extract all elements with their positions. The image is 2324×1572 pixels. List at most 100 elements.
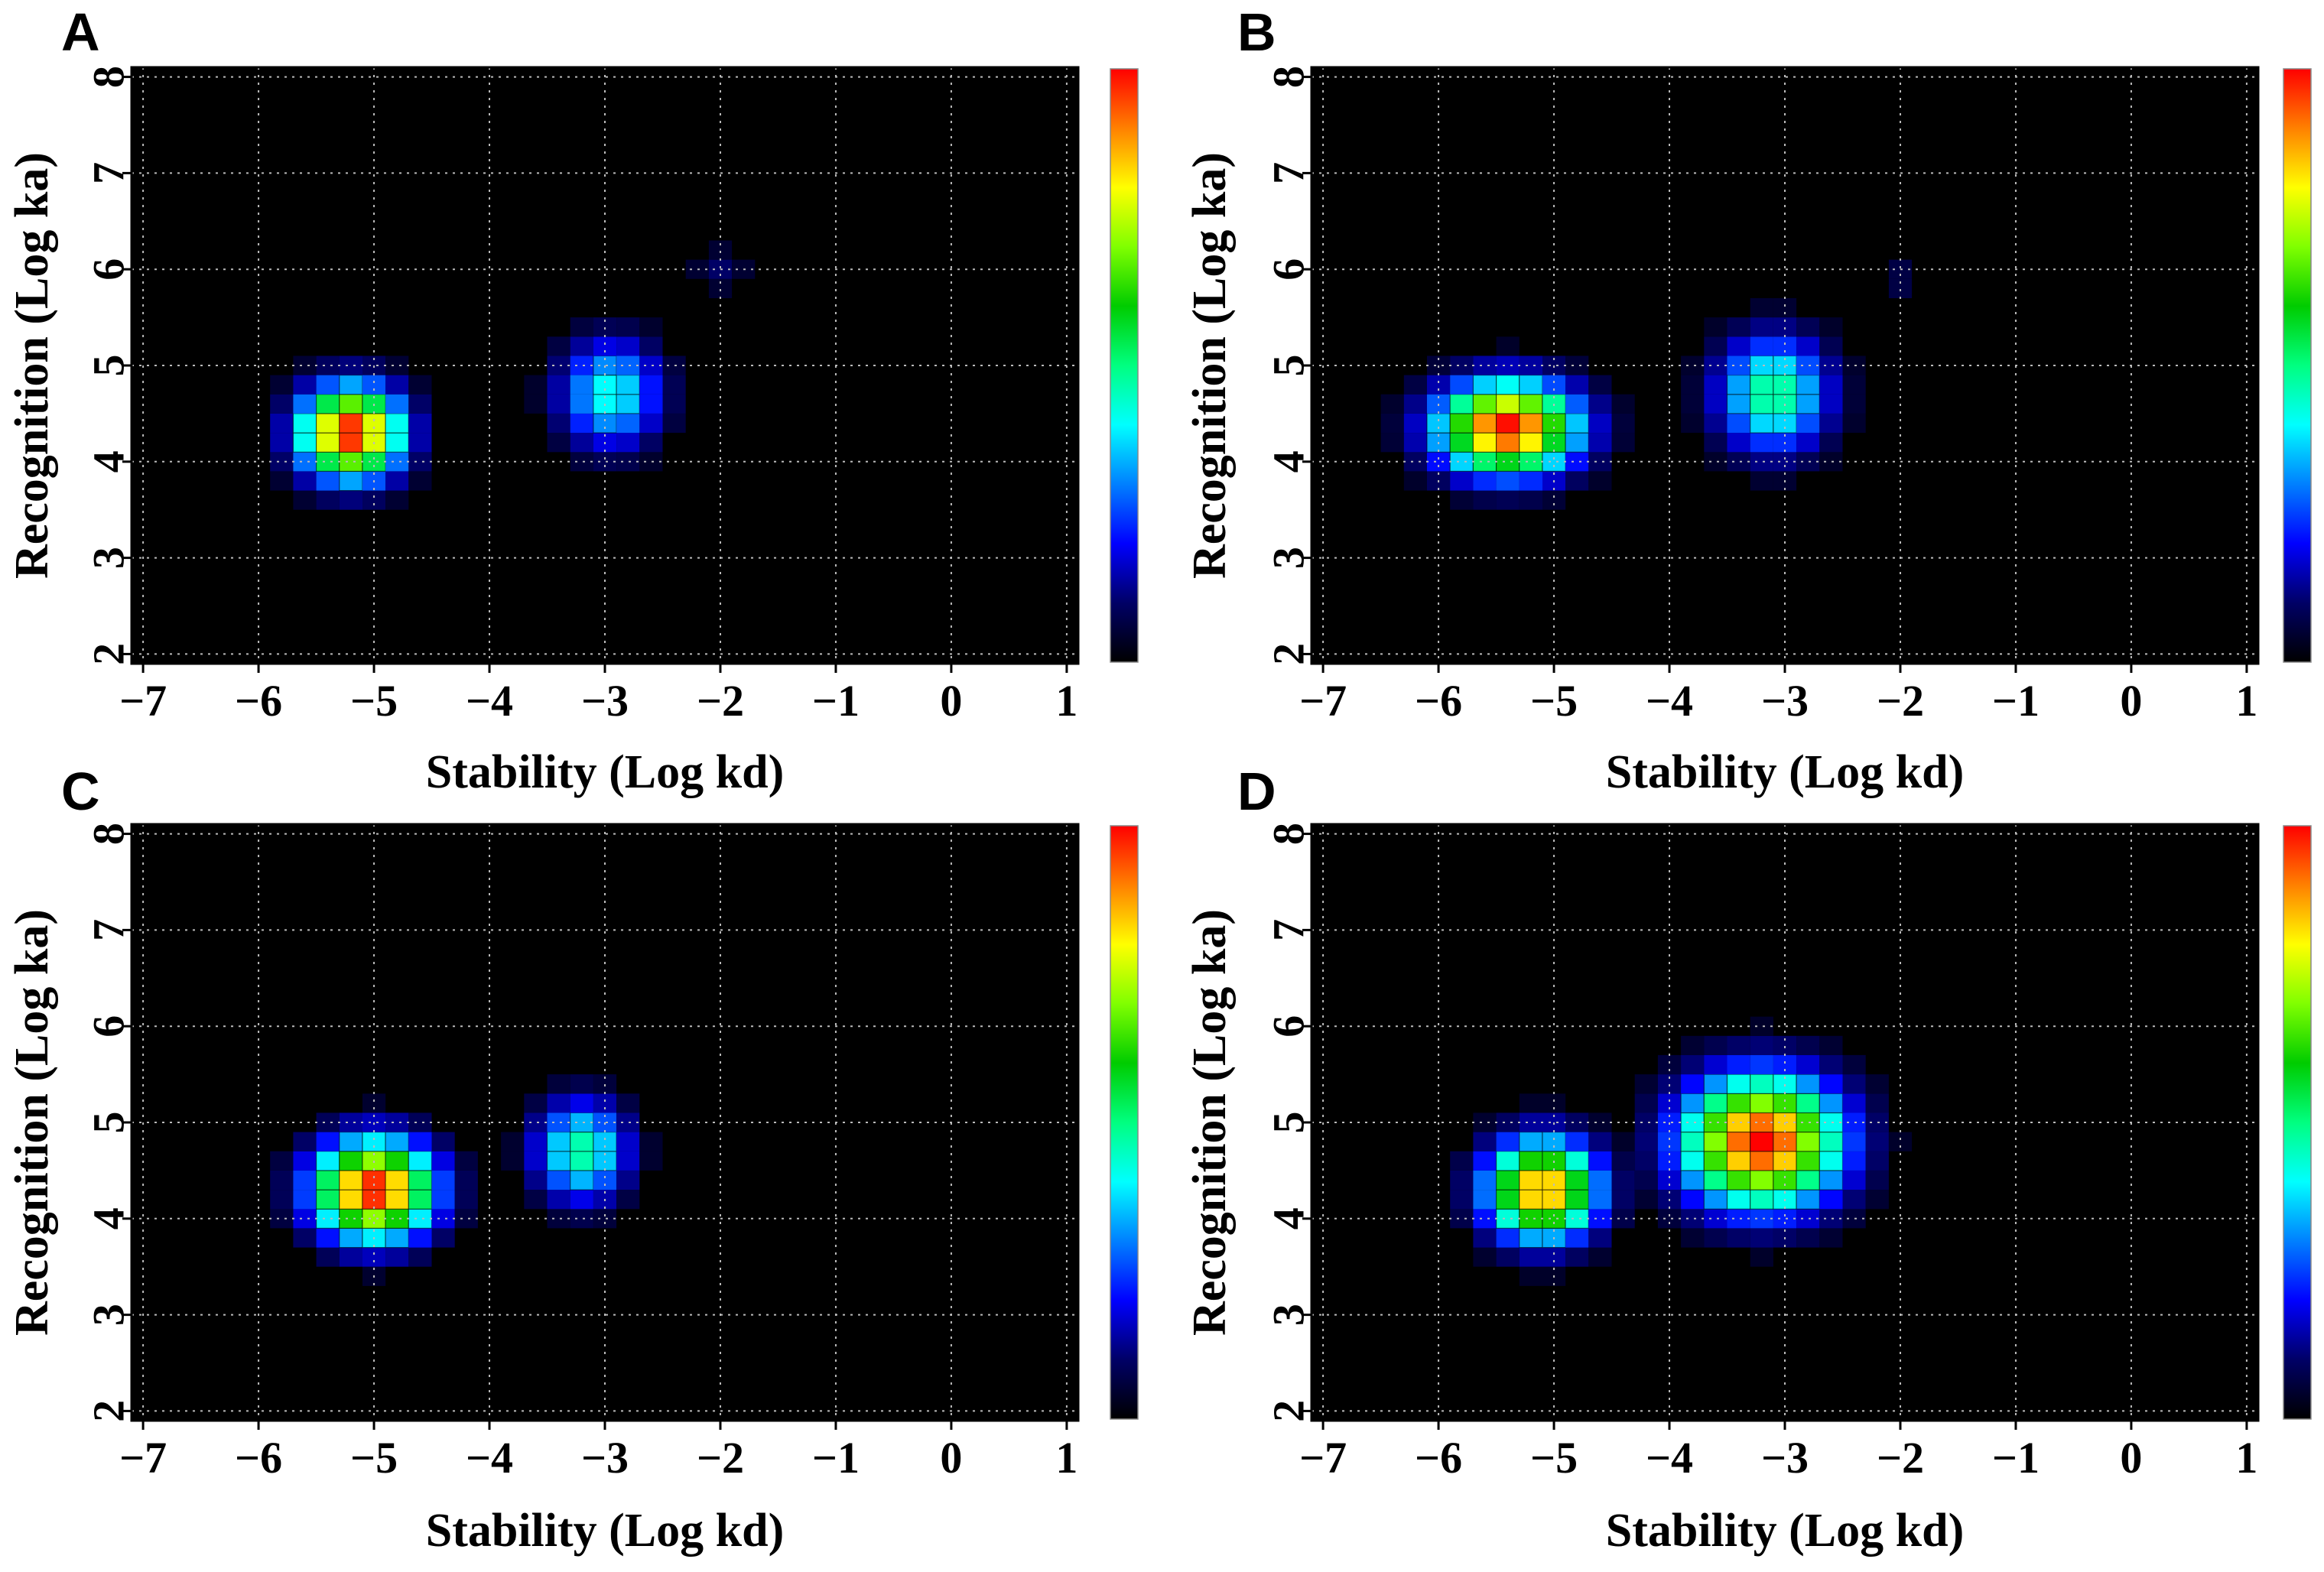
- x-tick-label: −3: [581, 1433, 629, 1483]
- heatmap-bin: [501, 1151, 525, 1171]
- heatmap-bin: [1496, 1132, 1520, 1151]
- heatmap-bin: [570, 1209, 593, 1229]
- heatmap-bin: [293, 1132, 317, 1151]
- heatmap-bin: [1773, 1170, 1797, 1190]
- heatmap-bin: [1680, 1151, 1705, 1171]
- heatmap-bin: [1842, 356, 1866, 375]
- heatmap-bin: [1657, 1170, 1682, 1190]
- heatmap-bin: [1427, 452, 1451, 472]
- heatmap-bin: [316, 1208, 340, 1229]
- heatmap-bin: [1542, 413, 1566, 434]
- heatmap-bin: [1842, 413, 1866, 434]
- heatmap-bin: [1773, 375, 1797, 395]
- x-axis-title: Stability (Log kd): [1606, 1505, 1965, 1557]
- heatmap-bin: [570, 452, 593, 472]
- heatmap-bin: [339, 432, 363, 453]
- heatmap-bin: [1657, 1093, 1682, 1113]
- heatmap-bin: [1472, 413, 1497, 434]
- heatmap-bin: [1473, 1190, 1497, 1210]
- heatmap-bin: [408, 1151, 433, 1171]
- heatmap-bins: [1450, 1016, 1913, 1286]
- heatmap-bin: [316, 451, 340, 473]
- heatmap-bin: [1865, 1170, 1889, 1190]
- heatmap-bin: [1704, 356, 1728, 375]
- heatmap-bin: [1611, 433, 1635, 453]
- heatmap-bin: [1819, 1170, 1844, 1190]
- y-tick-label: 8: [1264, 823, 1314, 845]
- x-axis-title: Stability (Log kd): [1606, 746, 1965, 798]
- heatmap-bin: [408, 1247, 432, 1267]
- heatmap-bin: [1704, 394, 1728, 414]
- heatmap-bin: [1842, 1132, 1866, 1151]
- heatmap-bin: [1727, 317, 1750, 337]
- heatmap-bins: [270, 1074, 663, 1286]
- heatmap-bin: [1726, 1151, 1751, 1171]
- heatmap-bin: [1681, 1209, 1705, 1229]
- heatmap-bin: [1727, 433, 1750, 453]
- heatmap-bin: [339, 356, 362, 375]
- heatmap-bin: [408, 1189, 433, 1210]
- heatmap-bin: [1565, 1112, 1589, 1132]
- heatmap-bin: [1519, 375, 1543, 395]
- heatmap-bin: [1473, 1209, 1497, 1229]
- heatmap-bin: [1796, 394, 1820, 414]
- heatmap-bin: [1842, 1190, 1866, 1210]
- heatmap-bin: [1427, 375, 1451, 395]
- heatmap-bin: [1681, 1035, 1705, 1055]
- heatmap-bin: [454, 1209, 478, 1229]
- heatmap-bin: [1796, 1131, 1820, 1152]
- y-tick-label: 5: [84, 355, 134, 377]
- heatmap-bin: [1750, 1209, 1773, 1229]
- heatmap-bin: [616, 1093, 640, 1113]
- heatmap-bin: [316, 356, 340, 375]
- heatmap-bin: [1726, 1093, 1751, 1114]
- heatmap-bin: [1704, 1054, 1728, 1075]
- y-tick-label: 2: [84, 1400, 134, 1422]
- heatmap-bin: [1750, 413, 1774, 434]
- heatmap-bin: [570, 336, 593, 356]
- heatmap-bin: [454, 1151, 478, 1171]
- heatmap-bin: [316, 490, 340, 510]
- heatmap-bin: [593, 336, 617, 356]
- heatmap-bin: [1750, 452, 1773, 472]
- x-tick-label: −4: [1646, 1433, 1693, 1483]
- heatmap-bin: [1704, 1228, 1728, 1248]
- heatmap-bin: [524, 1190, 548, 1210]
- heatmap-bin: [1842, 1093, 1866, 1113]
- heatmap-bin: [316, 1247, 340, 1267]
- heatmap-bin: [547, 1190, 570, 1210]
- heatmap-bin: [1819, 1190, 1843, 1210]
- heatmap-bin: [1727, 452, 1750, 472]
- y-tick-label: 3: [84, 547, 134, 569]
- panel-b: −7 −6 −5 −4 −3 −2 −1 0 1 2 3 4 5 6 7 8 Stability (Log kd…: [1184, 2, 2312, 798]
- heatmap-bin: [1796, 356, 1820, 375]
- heatmap-bin: [1611, 1170, 1635, 1190]
- heatmap-bin: [385, 356, 409, 375]
- heatmap-bin: [339, 451, 363, 473]
- heatmap-bin: [408, 1132, 432, 1151]
- heatmap-bin: [639, 1151, 663, 1171]
- heatmap-bin: [1796, 1170, 1820, 1190]
- heatmap-bin: [1819, 1054, 1843, 1075]
- heatmap-bin: [1473, 1228, 1497, 1248]
- panel-label: B: [1237, 2, 1276, 62]
- heatmap-bin: [1680, 1112, 1705, 1133]
- x-tick-label: −1: [812, 676, 860, 726]
- heatmap-bin: [1472, 375, 1497, 395]
- heatmap-bin: [1611, 394, 1635, 414]
- heatmap-bin: [1519, 1170, 1543, 1190]
- heatmap-bin: [385, 490, 409, 510]
- heatmap-bin: [408, 452, 432, 472]
- heatmap-bin: [1842, 1074, 1866, 1094]
- heatmap-bin: [316, 1151, 340, 1171]
- heatmap-bin: [1565, 1132, 1589, 1151]
- x-tick-label: −3: [581, 676, 629, 726]
- heatmap-bin: [1449, 451, 1474, 473]
- heatmap-bin: [1472, 432, 1497, 453]
- heatmap-bin: [1495, 1151, 1520, 1171]
- heatmap-bin: [1496, 356, 1520, 375]
- heatmap-bin: [616, 356, 640, 375]
- heatmap-bin: [1681, 1190, 1705, 1210]
- heatmap-bin: [270, 1170, 294, 1190]
- heatmap-bin: [1819, 317, 1843, 337]
